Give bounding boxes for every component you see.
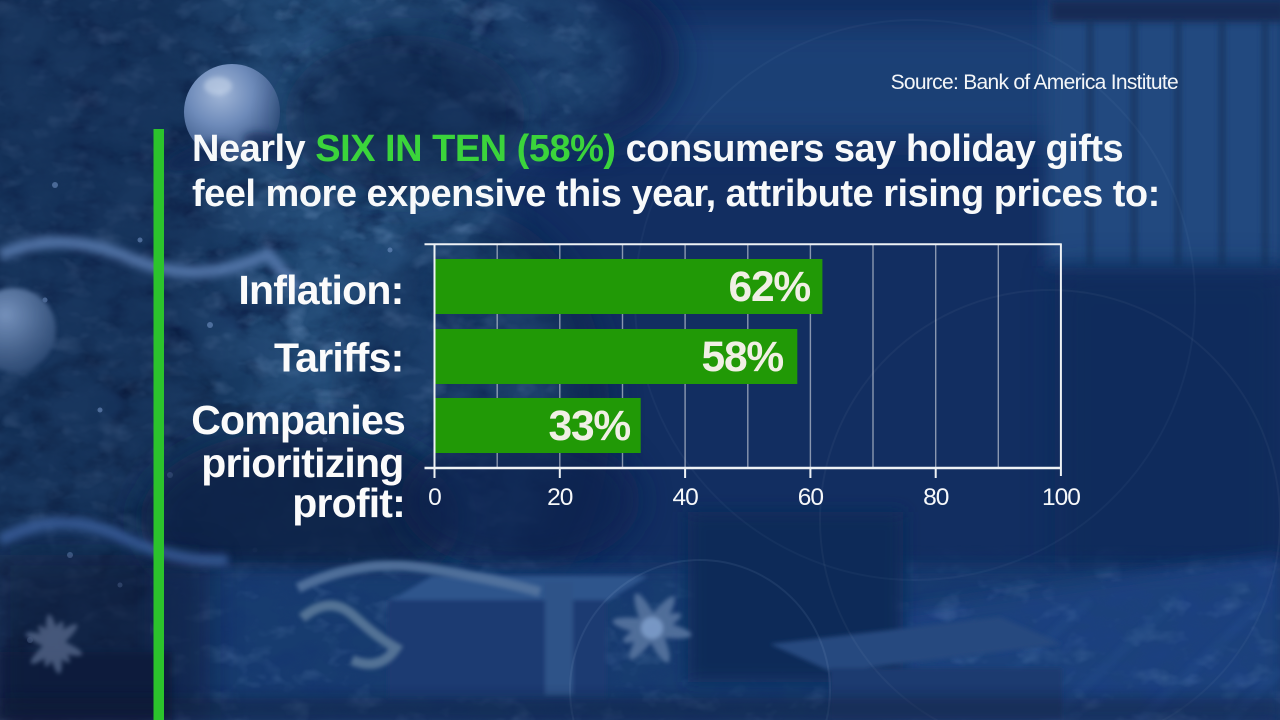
- svg-text:33%: 33%: [549, 403, 631, 450]
- svg-text:profit:: profit:: [292, 480, 405, 526]
- svg-text:62%: 62%: [729, 264, 811, 311]
- svg-text:Inflation:: Inflation:: [238, 267, 403, 313]
- svg-text:60: 60: [798, 484, 824, 511]
- svg-text:80: 80: [923, 484, 949, 511]
- svg-text:feel more expensive this year,: feel more expensive this year, attribute…: [192, 173, 1160, 215]
- svg-text:40: 40: [672, 484, 698, 511]
- svg-text:0: 0: [428, 484, 441, 511]
- svg-text:20: 20: [547, 484, 573, 511]
- svg-text:Nearly SIX IN TEN (58%) consum: Nearly SIX IN TEN (58%) consumers say ho…: [192, 128, 1123, 170]
- svg-text:58%: 58%: [702, 334, 784, 381]
- svg-text:Source: Bank of America Instit: Source: Bank of America Institute: [891, 71, 1178, 94]
- svg-text:prioritizing: prioritizing: [201, 440, 403, 486]
- svg-text:Companies: Companies: [191, 397, 405, 443]
- svg-text:Tariffs:: Tariffs:: [274, 335, 404, 381]
- svg-text:100: 100: [1042, 484, 1080, 511]
